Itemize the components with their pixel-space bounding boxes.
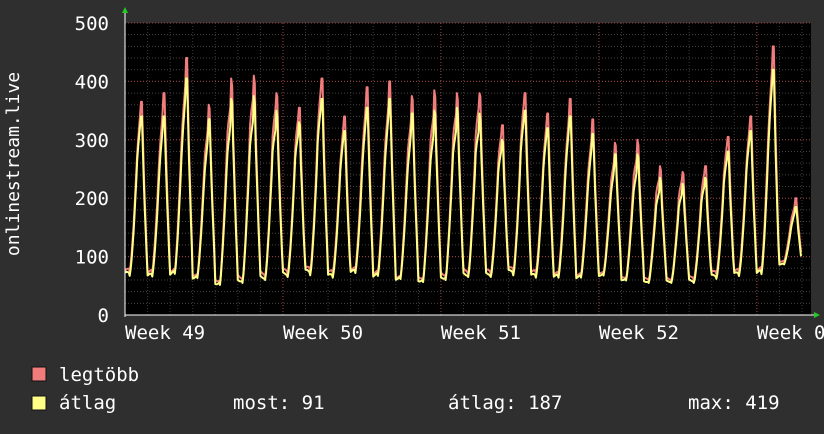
x-tick-label: Week 0 xyxy=(757,322,824,344)
x-tick-labels: Week 49 Week 50 Week 51 Week 52 Week 0 xyxy=(125,322,824,344)
y-axis-label: onlinestream.live xyxy=(3,72,24,256)
x-axis-arrow xyxy=(814,312,820,318)
series-line-atlag xyxy=(124,68,802,286)
y-tick-label: 0 xyxy=(98,305,109,327)
x-tick-label: Week 52 xyxy=(599,322,679,344)
y-axis-arrow xyxy=(122,7,128,13)
stat-average: átlag: 187 xyxy=(448,392,562,414)
stat-current: most: 91 xyxy=(233,392,325,414)
x-tick-label: Week 51 xyxy=(441,322,521,344)
y-tick-label: 500 xyxy=(75,13,109,35)
y-tick-label: 300 xyxy=(75,130,109,152)
x-tick-label: Week 49 xyxy=(125,322,205,344)
axes-layer xyxy=(122,7,820,318)
legend-label-legtobb: legtöbb xyxy=(59,364,139,386)
legend-swatch-legtobb xyxy=(31,366,47,382)
legend-label-atlag: átlag xyxy=(59,392,116,414)
y-tick-label: 100 xyxy=(75,247,109,269)
stat-max: max: 419 xyxy=(688,392,780,414)
series-layer xyxy=(124,45,802,286)
y-tick-label: 400 xyxy=(75,71,109,93)
y-tick-labels: 0 100 200 300 400 500 xyxy=(75,13,109,327)
legend-swatch-atlag xyxy=(31,395,47,411)
x-tick-label: Week 50 xyxy=(283,322,363,344)
y-tick-label: 200 xyxy=(75,188,109,210)
